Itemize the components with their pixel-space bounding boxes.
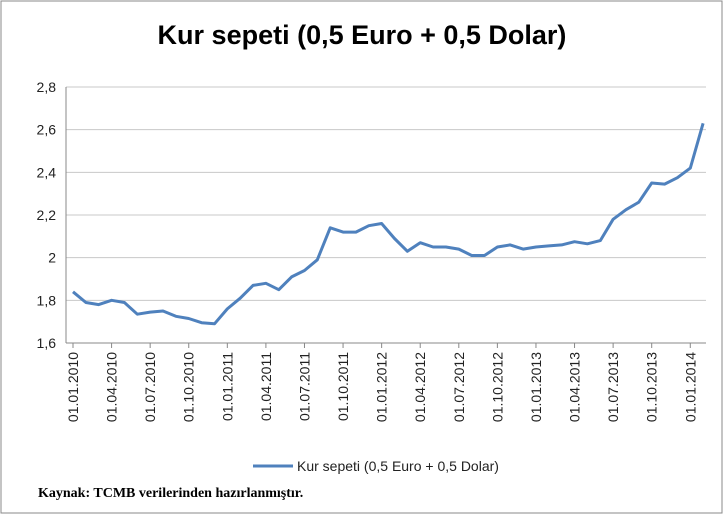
y-tick-label: 2,4 (37, 164, 57, 180)
x-tick-label: 01.10.2013 (644, 352, 660, 422)
y-tick-label: 2,6 (37, 122, 57, 138)
x-tick-label: 01.01.2012 (374, 352, 390, 422)
source-note: Kaynak: TCMB verilerinden hazırlanmıştır… (38, 486, 303, 501)
y-tick-label: 2 (48, 250, 56, 266)
x-tick-label: 01.07.2012 (451, 352, 467, 422)
chart-title: Kur sepeti (0,5 Euro + 0,5 Dolar) (158, 20, 567, 50)
y-tick-label: 2,8 (37, 79, 57, 95)
x-tick-label: 01.10.2012 (489, 352, 505, 422)
x-tick-label: 01.04.2010 (104, 352, 120, 422)
y-tick-label: 1,8 (37, 292, 57, 308)
series-line (72, 122, 705, 326)
x-tick-label: 01.01.2013 (528, 352, 544, 422)
x-tick-label: 01.04.2012 (412, 352, 428, 422)
x-tick-label: 01.07.2013 (605, 352, 621, 422)
x-tick-label: 01.04.2013 (567, 352, 583, 422)
x-tick-label: 01.01.2010 (65, 352, 81, 422)
x-tick-label: 01.10.2010 (181, 352, 197, 422)
x-tick-label: 01.01.2014 (682, 352, 698, 422)
y-tick-label: 2,2 (37, 207, 57, 223)
x-tick-label: 01.10.2011 (335, 352, 351, 421)
legend-label: Kur sepeti (0,5 Euro + 0,5 Dolar) (297, 458, 499, 474)
x-tick-label: 01.07.2011 (296, 352, 312, 421)
y-tick-label: 1,6 (37, 335, 57, 351)
x-tick-label: 01.01.2011 (219, 352, 235, 421)
x-tick-label: 01.04.2011 (258, 352, 274, 421)
x-tick-label: 01.07.2010 (142, 352, 158, 422)
